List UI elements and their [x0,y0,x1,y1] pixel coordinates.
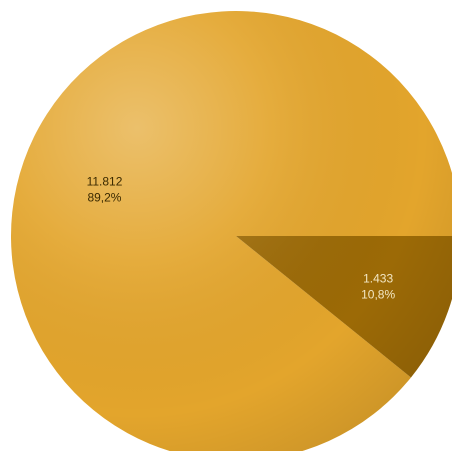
pie-labels: 11.812 89,2% 1.433 10,8% [87,174,396,301]
pie-slice-1[interactable] [11,11,452,451]
slice-value-label-2: 1.433 [363,271,393,285]
pie-slices [11,11,452,451]
slice-value-label-1: 11.812 [87,174,123,188]
slice-percent-label-2: 10,8% [361,287,395,301]
slice-percent-label-1: 89,2% [87,190,121,204]
